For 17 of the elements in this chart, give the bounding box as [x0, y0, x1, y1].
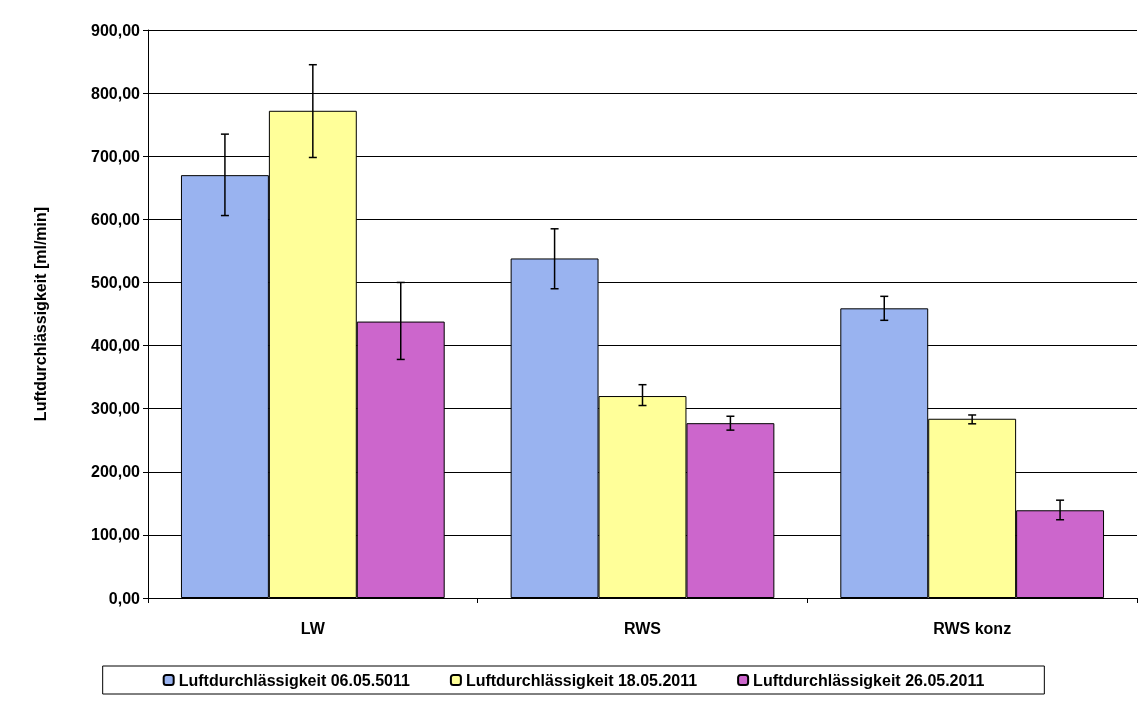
y-tick-label: 100,00	[91, 526, 141, 544]
y-tick-label: 500,00	[91, 273, 141, 291]
y-tick-label: 0,00	[108, 589, 141, 607]
legend-label: Luftdurchlässigkeit 26.05.2011	[753, 671, 985, 689]
y-tick-label: 800,00	[91, 84, 141, 102]
y-tick-label: 600,00	[91, 210, 141, 228]
y-axis-title: Luftdurchlässigkeit [ml/min]	[31, 206, 49, 422]
y-tick-label: 700,00	[91, 147, 141, 165]
x-tick-label: RWS	[623, 619, 662, 637]
legend-label: Luftdurchlässigkeit 18.05.2011	[465, 671, 698, 689]
y-tick-label: 200,00	[91, 463, 141, 481]
x-tick-label: LW	[300, 619, 326, 637]
legend-label: Luftdurchlässigkeit 06.05.5011	[178, 671, 410, 689]
y-tick-label: 400,00	[91, 337, 141, 355]
y-tick-label: 900,00	[91, 21, 141, 39]
y-tick-label: 300,00	[91, 400, 141, 418]
x-tick-label: RWS konz	[933, 619, 1012, 637]
